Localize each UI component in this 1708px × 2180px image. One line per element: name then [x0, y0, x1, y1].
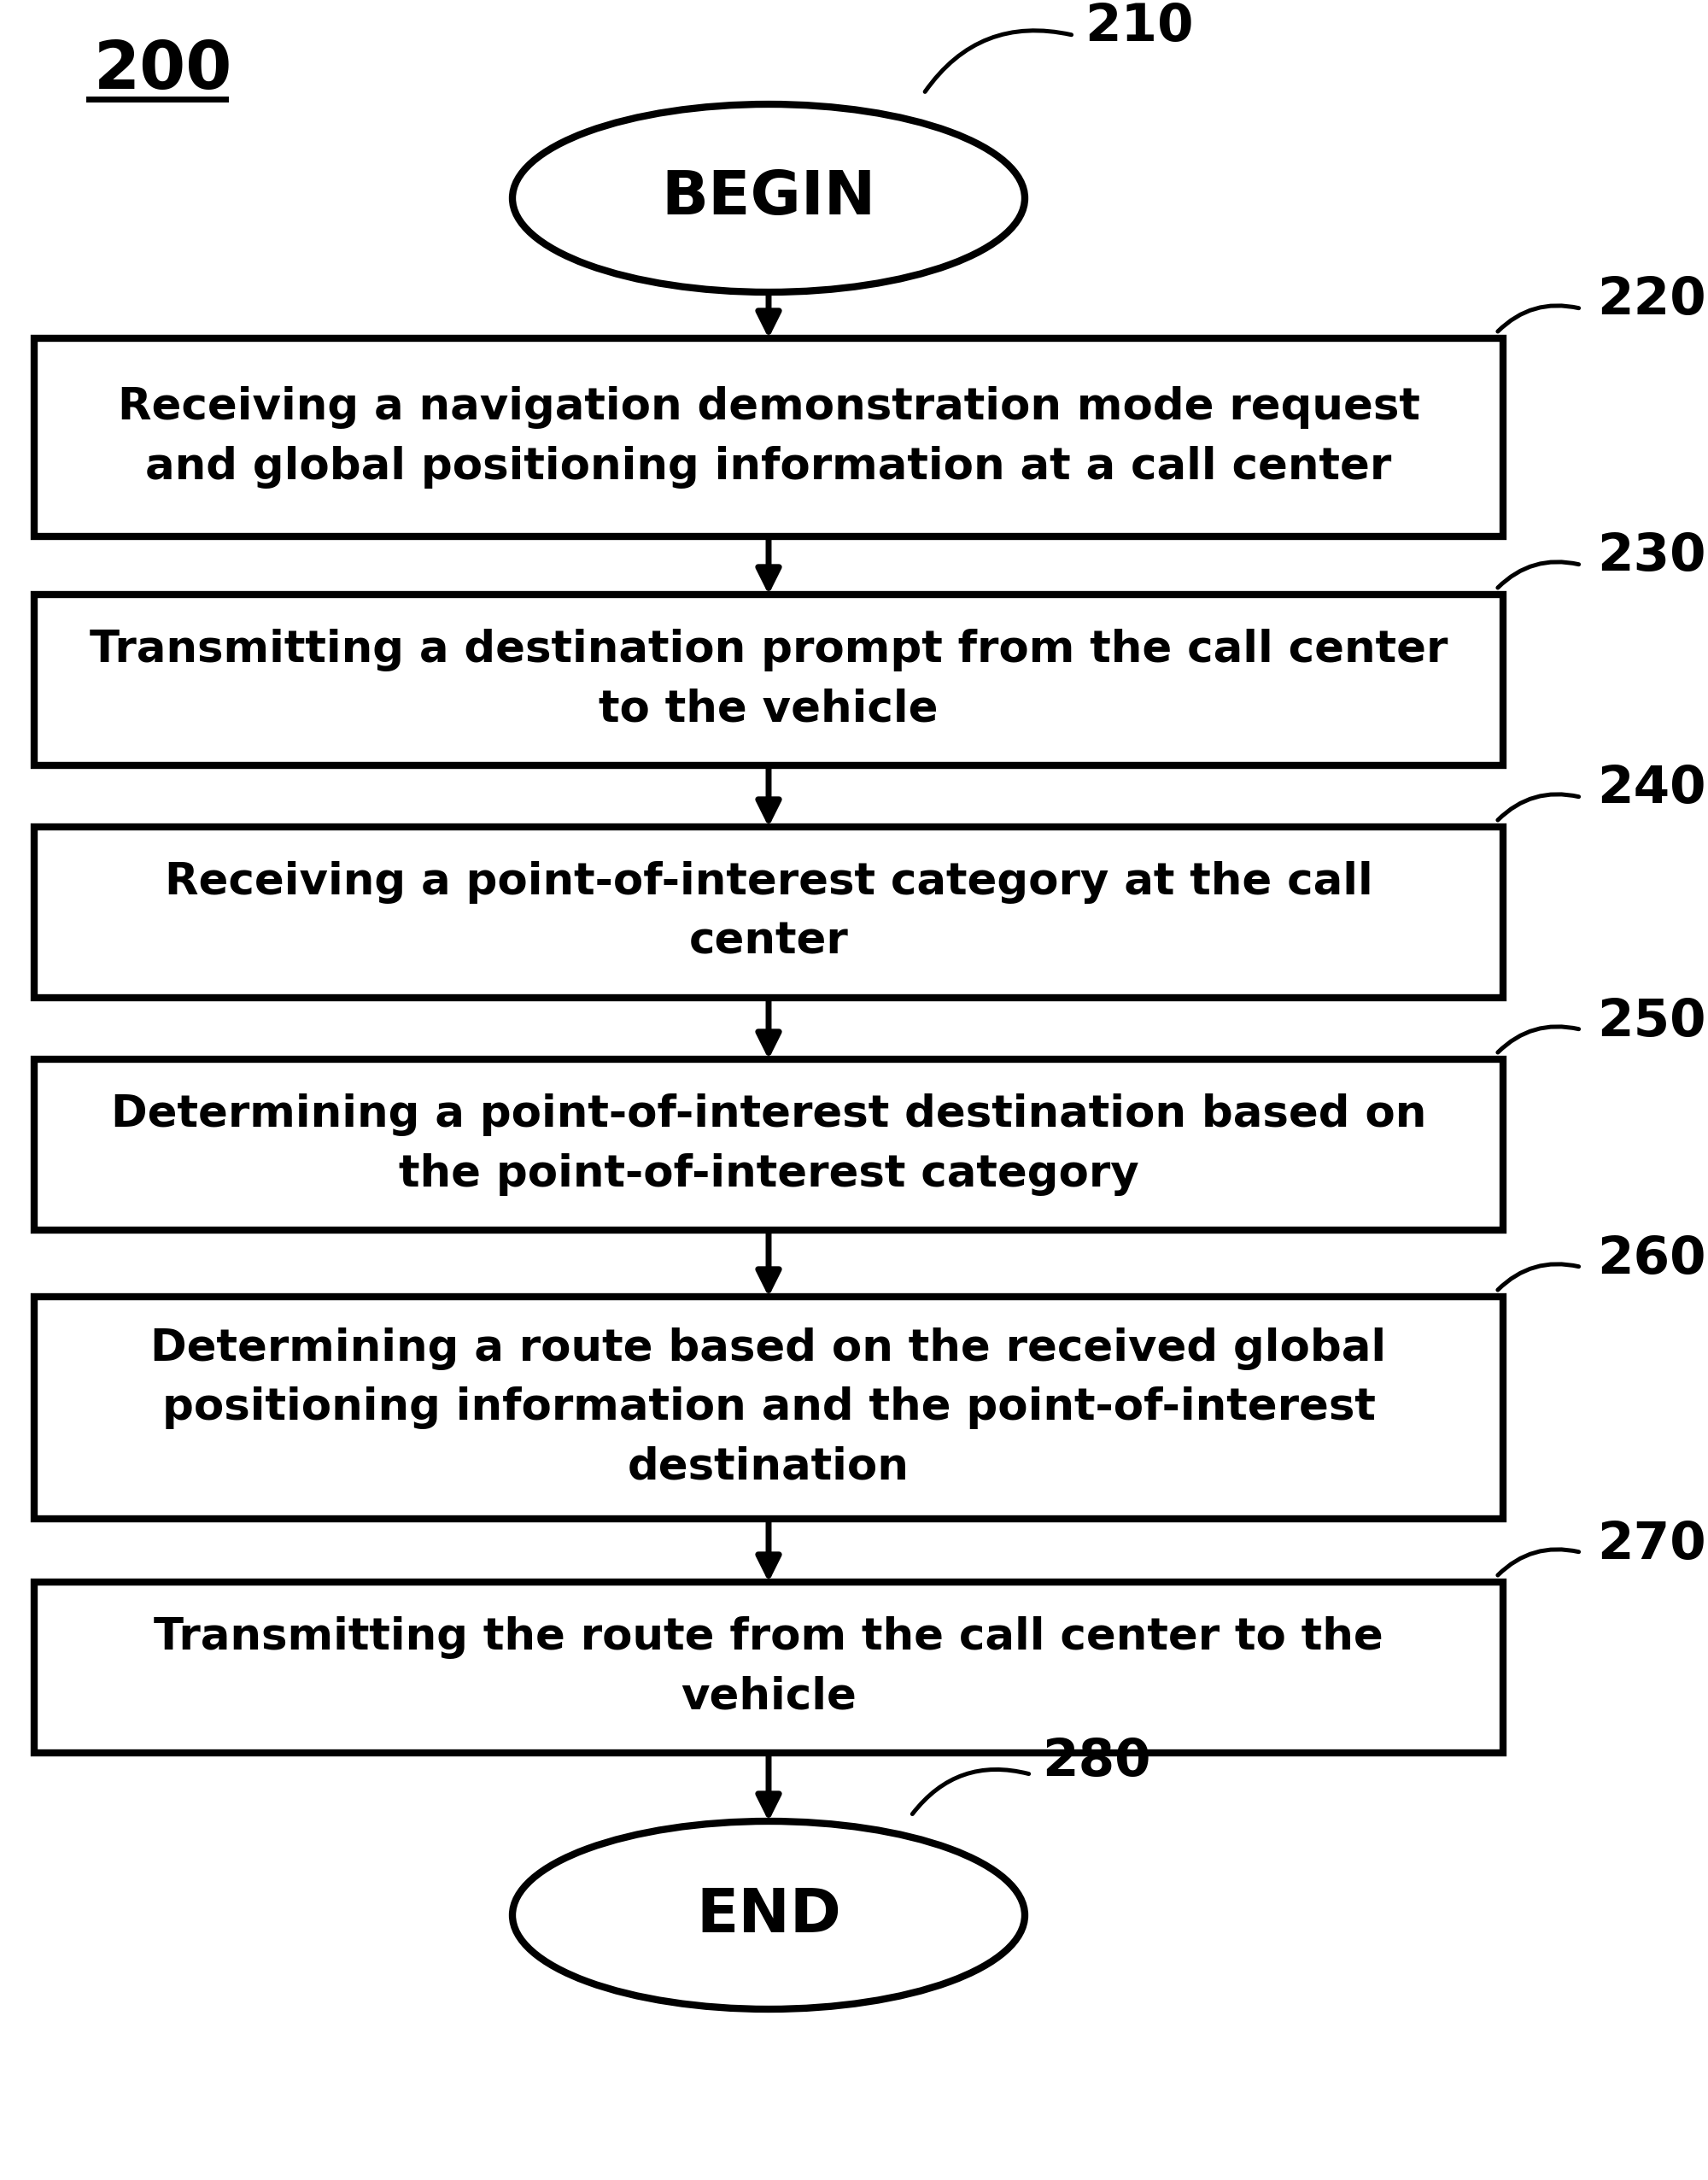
Ellipse shape [512, 105, 1025, 292]
Text: Receiving a point-of-interest category at the call
center: Receiving a point-of-interest category a… [164, 861, 1373, 964]
FancyBboxPatch shape [34, 338, 1503, 536]
Text: END: END [697, 1886, 840, 1945]
Text: Transmitting the route from the call center to the
vehicle: Transmitting the route from the call cen… [154, 1615, 1383, 1718]
Text: 250: 250 [1597, 996, 1706, 1046]
Text: 200: 200 [94, 37, 232, 102]
Text: 210: 210 [1085, 2, 1194, 52]
Text: 260: 260 [1597, 1234, 1706, 1284]
Text: 270: 270 [1597, 1519, 1706, 1570]
Text: 280: 280 [1042, 1735, 1151, 1788]
FancyBboxPatch shape [34, 1059, 1503, 1230]
Text: Determining a route based on the received global
positioning information and the: Determining a route based on the receive… [150, 1328, 1387, 1489]
Text: 240: 240 [1597, 765, 1706, 815]
FancyBboxPatch shape [34, 1297, 1503, 1519]
FancyBboxPatch shape [34, 595, 1503, 765]
Text: Determining a point-of-interest destination based on
the point-of-interest categ: Determining a point-of-interest destinat… [111, 1094, 1426, 1195]
Text: 220: 220 [1597, 275, 1706, 325]
FancyBboxPatch shape [34, 1583, 1503, 1753]
Ellipse shape [512, 1820, 1025, 2010]
Text: Transmitting a destination prompt from the call center
to the vehicle: Transmitting a destination prompt from t… [89, 628, 1448, 730]
Text: 230: 230 [1597, 532, 1706, 582]
Text: Receiving a navigation demonstration mode request
and global positioning informa: Receiving a navigation demonstration mod… [118, 386, 1419, 488]
Text: BEGIN: BEGIN [661, 168, 876, 227]
FancyBboxPatch shape [34, 826, 1503, 998]
